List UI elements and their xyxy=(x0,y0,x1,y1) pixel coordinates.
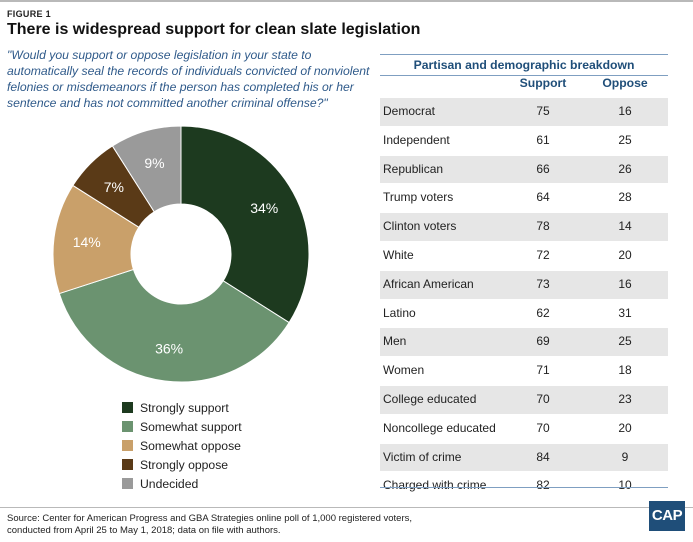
support-value: 75 xyxy=(536,104,550,118)
row-label: Independent xyxy=(383,132,450,147)
donut-data-label: 36% xyxy=(155,340,183,356)
table-row: African American 73 16 xyxy=(380,270,668,300)
donut-data-label: 7% xyxy=(104,179,124,195)
column-header-oppose: Oppose xyxy=(602,76,648,90)
oppose-value: 18 xyxy=(618,363,632,378)
oppose-value: 20 xyxy=(618,247,632,262)
row-label: Clinton voters xyxy=(383,219,457,234)
oppose-value: 9 xyxy=(621,449,629,464)
table-body: Democrat 75 16 Independent 61 25 Republican 66 2… xyxy=(380,98,668,502)
support-value: 72 xyxy=(536,247,550,262)
row-label: Republican xyxy=(383,161,444,176)
support-value: 62 xyxy=(536,305,550,320)
row-label: African American xyxy=(383,276,474,291)
donut-slice-undecided xyxy=(111,125,182,213)
legend-label: Strongly oppose xyxy=(140,457,229,472)
support-value: 82 xyxy=(536,478,550,493)
table-row: College educated 70 23 xyxy=(380,385,668,415)
row-label: Latino xyxy=(383,305,416,320)
support-value: 78 xyxy=(536,219,550,234)
table-row: Women 71 18 xyxy=(380,357,668,386)
row-label: Victim of crime xyxy=(383,449,462,464)
support-value: 69 xyxy=(536,334,550,349)
support-value: 61 xyxy=(536,132,550,147)
legend-label: Somewhat support xyxy=(140,419,242,434)
top-rule xyxy=(0,0,693,2)
table-row: Latino 62 31 xyxy=(380,300,668,329)
breakdown-table: Partisan and demographic breakdown Suppo… xyxy=(380,54,668,502)
legend-item: Strongly oppose xyxy=(122,455,242,474)
legend-swatch xyxy=(122,440,133,451)
donut-slice-somewhat-support xyxy=(58,268,290,383)
legend-item: Strongly support xyxy=(122,398,242,417)
table-row: Men 69 25 xyxy=(380,328,668,358)
support-value: 84 xyxy=(536,449,550,464)
legend-swatch xyxy=(122,421,133,432)
legend-label: Strongly support xyxy=(140,400,229,415)
oppose-value: 25 xyxy=(618,334,632,349)
oppose-value: 26 xyxy=(618,161,632,176)
oppose-value: 25 xyxy=(618,132,632,147)
oppose-value: 20 xyxy=(618,420,632,435)
support-value: 71 xyxy=(536,363,550,378)
legend-swatch xyxy=(122,459,133,470)
table-row: Independent 61 25 xyxy=(380,127,668,156)
row-label: Noncollege educated xyxy=(383,420,496,435)
row-label: Women xyxy=(383,363,425,378)
oppose-value: 28 xyxy=(618,190,632,205)
legend-label: Undecided xyxy=(140,476,199,491)
support-value: 64 xyxy=(536,190,550,205)
legend-swatch xyxy=(122,402,133,413)
row-label: Charged with crime xyxy=(383,478,487,493)
donut-slice-strongly-support xyxy=(180,125,310,324)
row-label: College educated xyxy=(383,391,477,406)
oppose-value: 10 xyxy=(618,478,632,493)
oppose-value: 16 xyxy=(618,276,632,291)
row-label: Democrat xyxy=(383,104,436,118)
oppose-value: 14 xyxy=(618,219,632,234)
legend-label: Somewhat oppose xyxy=(140,438,241,453)
table-row: Trump voters 64 28 xyxy=(380,184,668,214)
survey-question: "Would you support or oppose legislation… xyxy=(7,48,370,110)
row-label: White xyxy=(383,247,414,262)
table-row: Charged with crime 82 10 xyxy=(380,472,668,502)
table-row: White 72 20 xyxy=(380,242,668,271)
table-row: Noncollege educated 70 20 xyxy=(380,415,668,444)
donut-data-label: 9% xyxy=(144,155,164,171)
legend-item: Somewhat oppose xyxy=(122,436,242,455)
oppose-value: 31 xyxy=(618,305,632,320)
legend-item: Somewhat support xyxy=(122,417,242,436)
table-row: Victim of crime 84 9 xyxy=(380,443,668,473)
chart-title: There is widespread support for clean sl… xyxy=(7,21,421,38)
column-header-support: Support xyxy=(519,76,567,90)
legend-swatch xyxy=(122,478,133,489)
oppose-value: 16 xyxy=(618,104,632,118)
support-value: 66 xyxy=(536,161,550,176)
legend-item: Undecided xyxy=(122,474,242,493)
support-value: 70 xyxy=(536,391,550,406)
support-value: 73 xyxy=(536,276,550,291)
support-value: 70 xyxy=(536,420,550,435)
table-row: Democrat 75 16 xyxy=(380,98,668,127)
row-label: Trump voters xyxy=(383,190,454,205)
donut-data-label: 14% xyxy=(73,234,101,250)
table-row: Clinton voters 78 14 xyxy=(380,213,668,242)
donut-data-label: 34% xyxy=(250,200,278,216)
table-title: Partisan and demographic breakdown xyxy=(380,54,668,76)
chart-legend: Strongly support Somewhat support Somewhat… xyxy=(122,398,242,493)
bottom-rule xyxy=(0,507,693,508)
row-label: Men xyxy=(383,334,407,349)
source-note: Source: Center for American Progress and… xyxy=(7,513,413,536)
figure-label: FIGURE 1 xyxy=(7,9,51,19)
cap-logo: CAP xyxy=(649,501,685,531)
oppose-value: 23 xyxy=(618,391,632,406)
table-row: Republican 66 26 xyxy=(380,155,668,185)
